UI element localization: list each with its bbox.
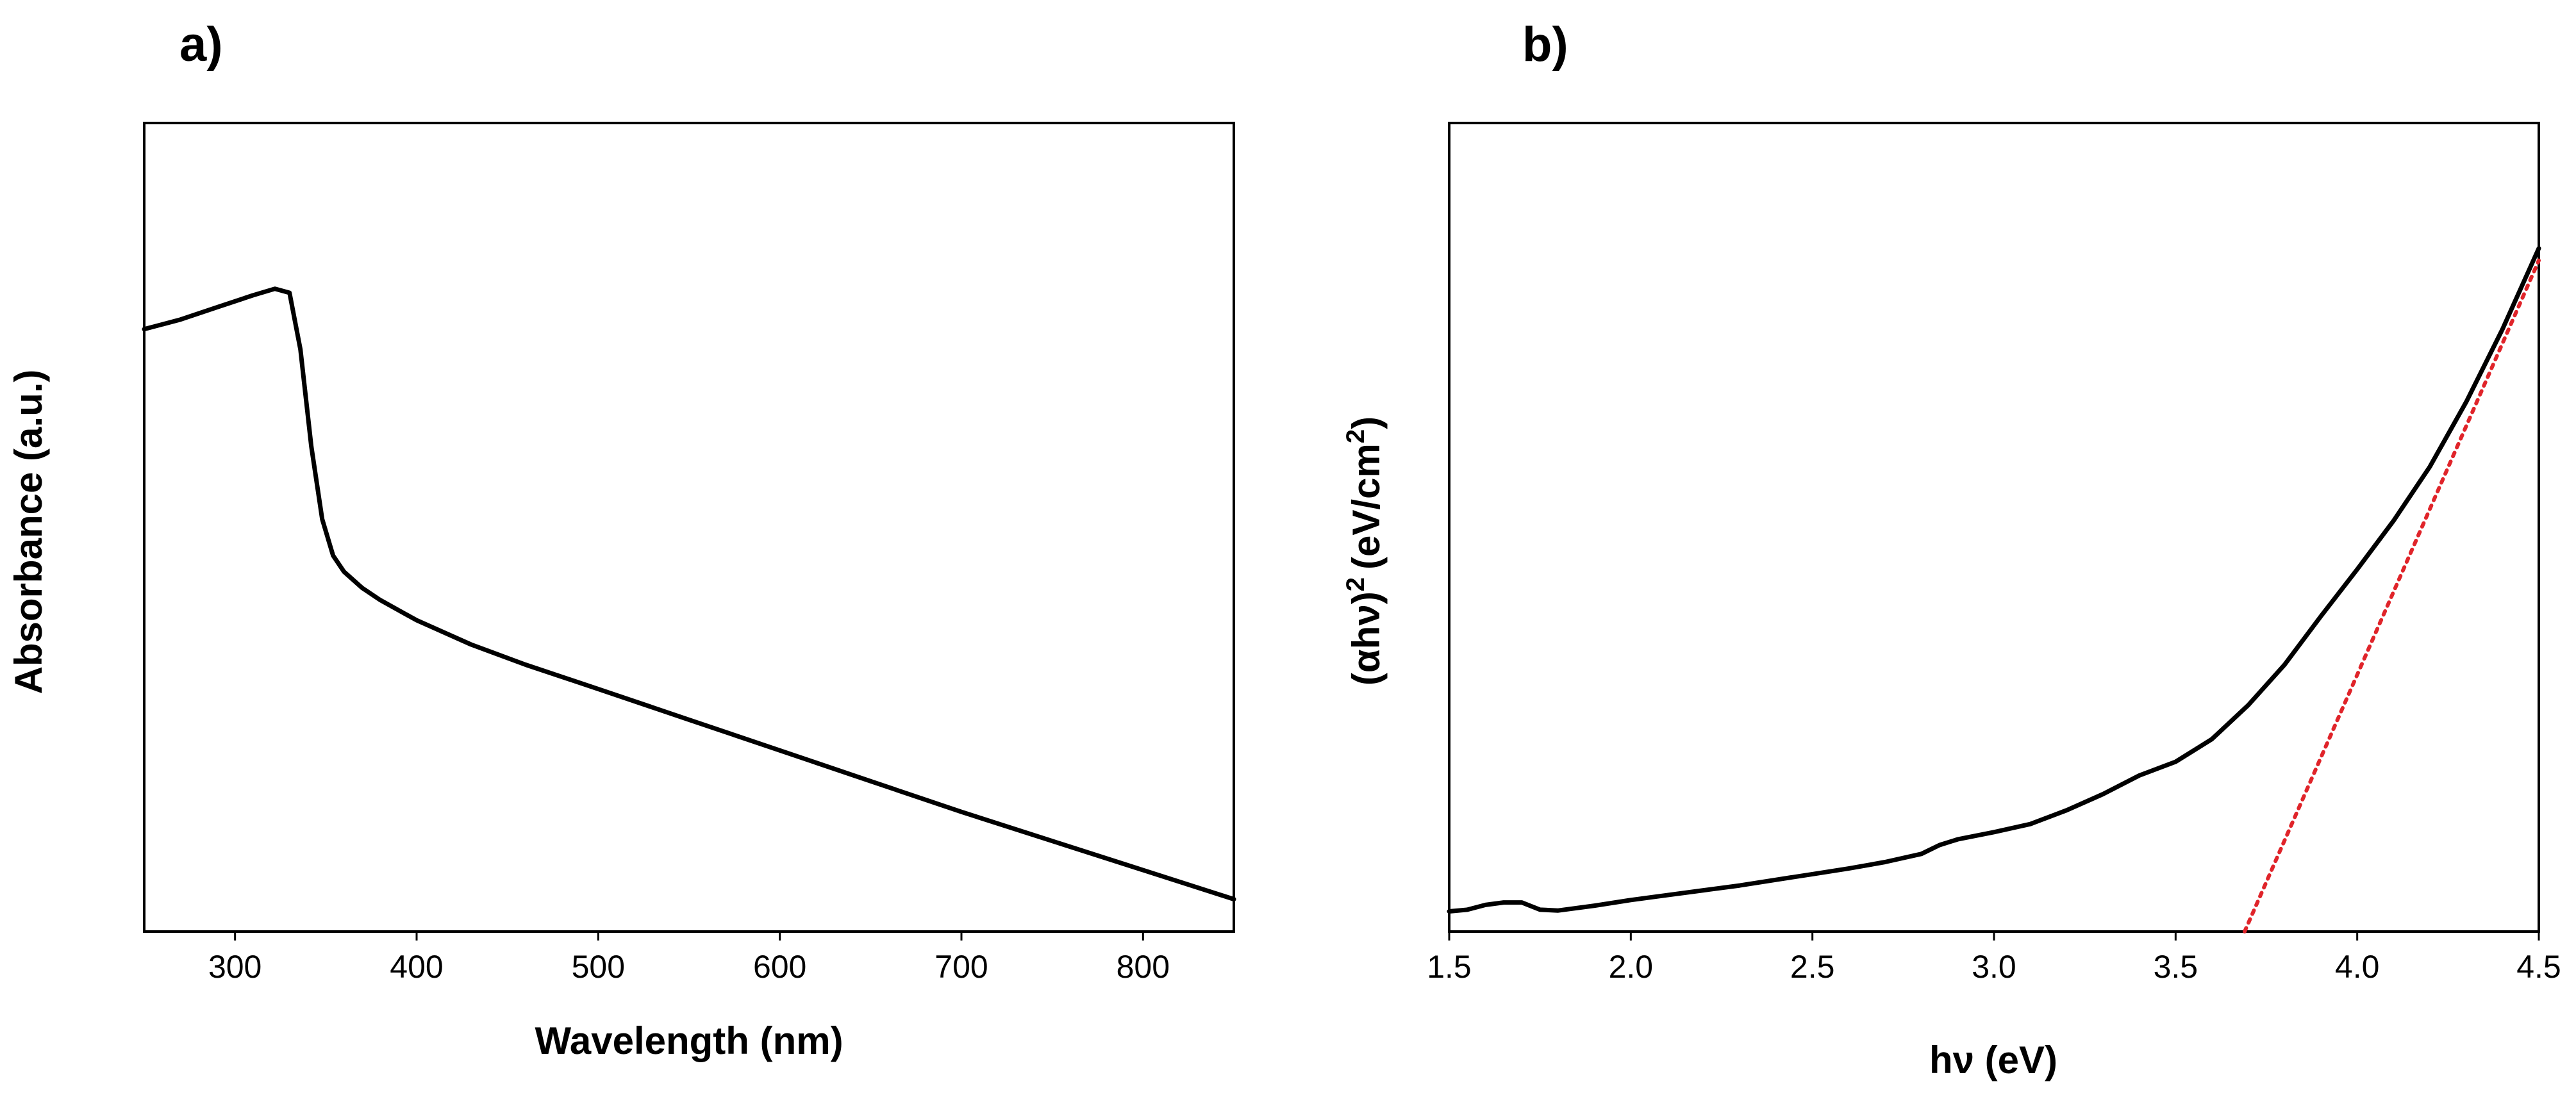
panel-b-x-tick-label: 2.0 bbox=[1609, 949, 1654, 985]
panel-b-tauc-line bbox=[1449, 249, 2539, 912]
panel-a: a) 300 400 500 600 700 800 Wavelength (nm) Ab… bbox=[7, 17, 1234, 1062]
panel-b-x-tick-label: 2.5 bbox=[1790, 949, 1835, 985]
panel-b-x-tick-label: 3.0 bbox=[1972, 949, 2016, 985]
figure: a) 300 400 500 600 700 800 Wavelength (nm) Ab… bbox=[0, 0, 2576, 1093]
panel-b-x-tick-labels: 1.5 2.0 2.5 3.0 3.5 4.0 4.5 bbox=[1427, 949, 2561, 985]
panel-b-y-label-close: ) bbox=[1345, 416, 1388, 429]
panel-b-y-label-sup2: 2 bbox=[1342, 429, 1370, 443]
panel-b-x-tick-label: 4.0 bbox=[2335, 949, 2380, 985]
panel-a-x-tick-labels: 300 400 500 600 700 800 bbox=[208, 949, 1170, 985]
panel-b-linear-fit-line bbox=[2245, 261, 2539, 932]
panel-b-plot-frame bbox=[1449, 123, 2539, 932]
panel-b-label: b) bbox=[1522, 17, 1568, 72]
panel-b-y-label-units: (eV/cm bbox=[1345, 443, 1388, 570]
panel-a-plot-frame bbox=[144, 123, 1234, 932]
panel-a-x-tick-label: 300 bbox=[208, 949, 262, 985]
panel-a-x-ticks bbox=[235, 932, 1143, 941]
panel-b-x-axis-label: hν (eV) bbox=[1929, 1039, 2057, 1081]
panel-b-y-label-part1: (αhν) bbox=[1345, 591, 1388, 686]
panel-b-y-label-sup1: 2 bbox=[1342, 577, 1370, 591]
panel-a-y-axis-label: Absorbance (a.u.) bbox=[7, 370, 50, 694]
panel-a-x-axis-label: Wavelength (nm) bbox=[535, 1019, 843, 1062]
panel-a-x-tick-label: 500 bbox=[572, 949, 625, 985]
panel-b-x-tick-label: 1.5 bbox=[1427, 949, 1472, 985]
panel-b-x-ticks bbox=[1449, 932, 2539, 941]
panel-b: b) 1.5 2.0 2.5 3.0 3.5 4.0 4.5 hν (eV) (αhν)2(… bbox=[1342, 17, 2561, 1081]
panel-b-y-axis-label: (αhν)2(eV/cm2) bbox=[1342, 416, 1388, 686]
panel-a-x-tick-label: 600 bbox=[753, 949, 806, 985]
panel-b-x-tick-label: 3.5 bbox=[2154, 949, 2198, 985]
panel-a-absorbance-line bbox=[144, 289, 1234, 900]
panel-b-x-tick-label: 4.5 bbox=[2516, 949, 2561, 985]
panel-a-x-tick-label: 400 bbox=[390, 949, 443, 985]
panel-a-label: a) bbox=[179, 17, 223, 72]
panel-a-x-tick-label: 700 bbox=[935, 949, 988, 985]
panel-a-x-tick-label: 800 bbox=[1117, 949, 1170, 985]
